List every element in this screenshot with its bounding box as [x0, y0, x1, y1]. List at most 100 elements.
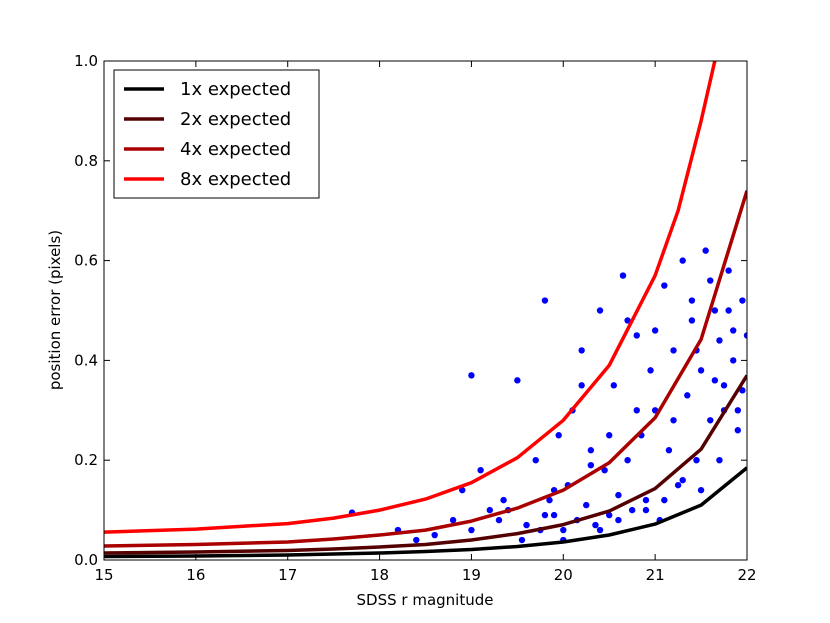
scatter-point: [647, 367, 654, 374]
scatter-point: [725, 307, 732, 314]
scatter-point: [583, 501, 590, 509]
scatter-point: [711, 377, 719, 384]
scatter-point: [459, 486, 466, 494]
scatter-point: [592, 521, 599, 529]
scatter-point: [596, 526, 604, 534]
scatter-point: [684, 392, 691, 399]
scatter-point: [615, 516, 622, 524]
scatter-point: [651, 327, 659, 334]
scatter-point: [587, 461, 595, 469]
scatter-point: [730, 357, 737, 364]
scatter-point: [743, 332, 747, 339]
scatter-point: [610, 382, 618, 389]
scatter-point: [601, 466, 608, 474]
scatter-point: [486, 506, 493, 514]
scatter-point: [633, 407, 640, 414]
scatter-point: [541, 297, 549, 304]
scatter-point: [624, 317, 631, 324]
y-tick-label: 0.0: [74, 551, 98, 569]
scatter-point: [739, 297, 746, 304]
scatter-point: [514, 377, 521, 384]
scatter-point: [670, 417, 677, 424]
legend-box: [113, 69, 320, 199]
scatter-point: [702, 247, 709, 254]
scatter-point: [518, 536, 526, 544]
x-tick-label: 16: [186, 566, 205, 584]
series-line: [104, 190, 747, 548]
scatter-point: [730, 327, 737, 334]
scatter-point: [642, 506, 650, 514]
scatter-point: [495, 516, 503, 524]
legend-label: 8x expected: [180, 169, 291, 190]
x-tick-label: 15: [94, 566, 113, 584]
axis-ticks: [103, 60, 748, 561]
scatter-point: [431, 531, 438, 539]
scatter-point: [468, 372, 475, 379]
x-tick-label: 21: [646, 566, 665, 584]
scatter-point: [550, 511, 558, 519]
scatter-point: [711, 307, 719, 314]
x-tick-label: 19: [462, 566, 481, 584]
x-tick-label: 18: [370, 566, 389, 584]
scatter-point: [628, 506, 636, 514]
scatter-point: [674, 481, 682, 489]
scatter-point: [734, 407, 742, 414]
legend-label: 2x expected: [180, 109, 291, 130]
scatter-point: [707, 417, 714, 424]
scatter-point: [546, 496, 553, 504]
scatter-point: [413, 536, 420, 544]
scatter-point: [555, 432, 562, 439]
scatter-point: [578, 347, 585, 354]
scatter-point: [688, 297, 696, 304]
y-tick-label: 1.0: [74, 52, 98, 70]
scatter-point: [716, 457, 723, 464]
scatter-point: [642, 496, 650, 504]
scatter-point: [670, 347, 677, 354]
scatter-point: [661, 282, 668, 289]
scatter-point: [720, 382, 728, 389]
x-tick-label: 17: [278, 566, 297, 584]
scatter-point: [615, 491, 622, 499]
scatter-point: [449, 516, 457, 524]
scatter-point: [633, 332, 640, 339]
legend: 1x expected 2x expected 4x expected 8x expe…: [113, 69, 320, 199]
scatter-point: [739, 387, 746, 394]
series-line: [104, 61, 717, 534]
scatter-point: [606, 432, 613, 439]
scatter-point: [665, 447, 673, 454]
scatter-point: [523, 521, 530, 529]
y-tick-label: 0.8: [74, 152, 98, 170]
axis-tick-labels: 15 16 17 18 19 20 21 22 0.0 0.2 0.4 0.6 0.8 1.0: [74, 52, 756, 584]
scatter-point: [661, 496, 668, 504]
x-axis-label: SDSS r magnitude: [357, 591, 494, 609]
plot-frame: [103, 60, 748, 561]
scatter-point: [619, 272, 627, 279]
scatter-point: [532, 457, 539, 464]
scatter-point: [596, 307, 604, 314]
legend-label: 1x expected: [180, 79, 291, 100]
series-line: [104, 374, 747, 555]
scatter-point: [693, 457, 700, 464]
scatter-point: [541, 511, 549, 519]
y-tick-label: 0.4: [74, 351, 98, 369]
scatter-point: [697, 367, 705, 374]
scatter-point: [560, 526, 567, 534]
scatter-point: [716, 337, 723, 344]
scatter-point: [624, 457, 631, 464]
scatter-point: [477, 466, 484, 474]
y-tick-label: 0.6: [74, 252, 98, 270]
x-tick-label: 22: [737, 566, 756, 584]
scatter-point: [707, 277, 714, 284]
scatter-point: [578, 382, 585, 389]
y-tick-label: 0.2: [74, 451, 98, 469]
scatter-point: [606, 511, 613, 519]
scatter-point: [500, 496, 507, 504]
scatter-point: [697, 486, 705, 494]
scatter-point: [679, 476, 686, 484]
scatter-point: [587, 447, 595, 454]
scatter-point: [725, 267, 732, 274]
scatter-point: [688, 317, 696, 324]
x-tick-label: 20: [554, 566, 573, 584]
legend-label: 4x expected: [180, 139, 291, 160]
